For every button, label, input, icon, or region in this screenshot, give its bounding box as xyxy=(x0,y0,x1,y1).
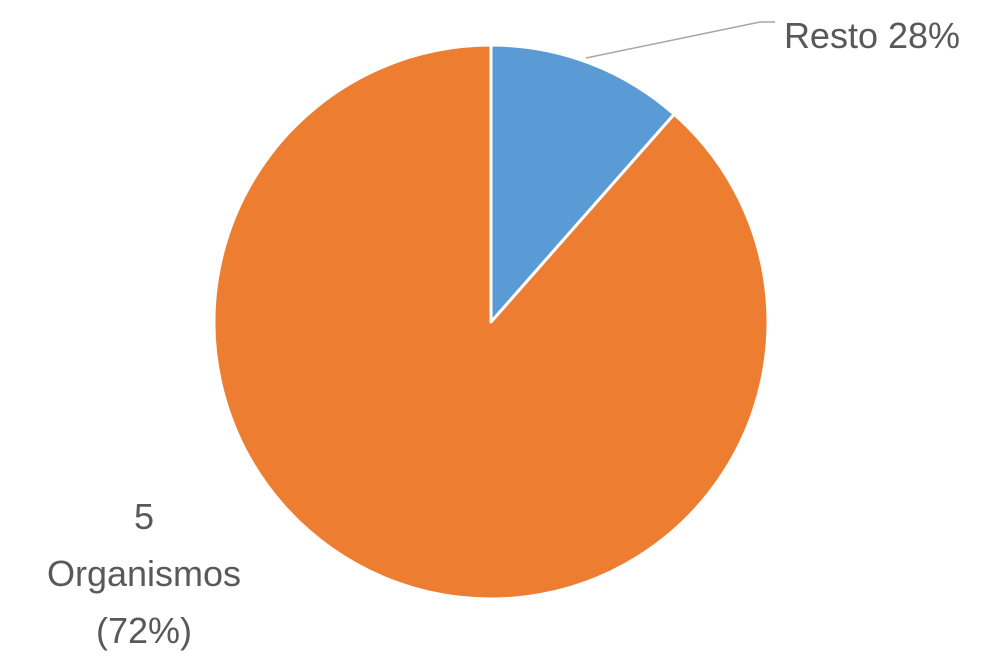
pie-slice-5-organismos xyxy=(212,43,770,601)
pie-slice-resto xyxy=(489,43,676,324)
leader-lines xyxy=(585,21,775,59)
data-label-5-organismos: 5 Organismos (72%) xyxy=(47,496,241,651)
data-label-resto: Resto 28% xyxy=(784,15,960,56)
pie-slices xyxy=(212,43,770,601)
data-label-line: 5 xyxy=(134,496,154,537)
leader-line-resto xyxy=(585,21,775,59)
data-label-line: Organismos xyxy=(47,553,241,594)
data-label-line: (72%) xyxy=(96,610,192,651)
slice-labels: Resto 28% 5 Organismos (72%) xyxy=(47,15,960,651)
data-label-line: Resto 28% xyxy=(784,15,960,56)
